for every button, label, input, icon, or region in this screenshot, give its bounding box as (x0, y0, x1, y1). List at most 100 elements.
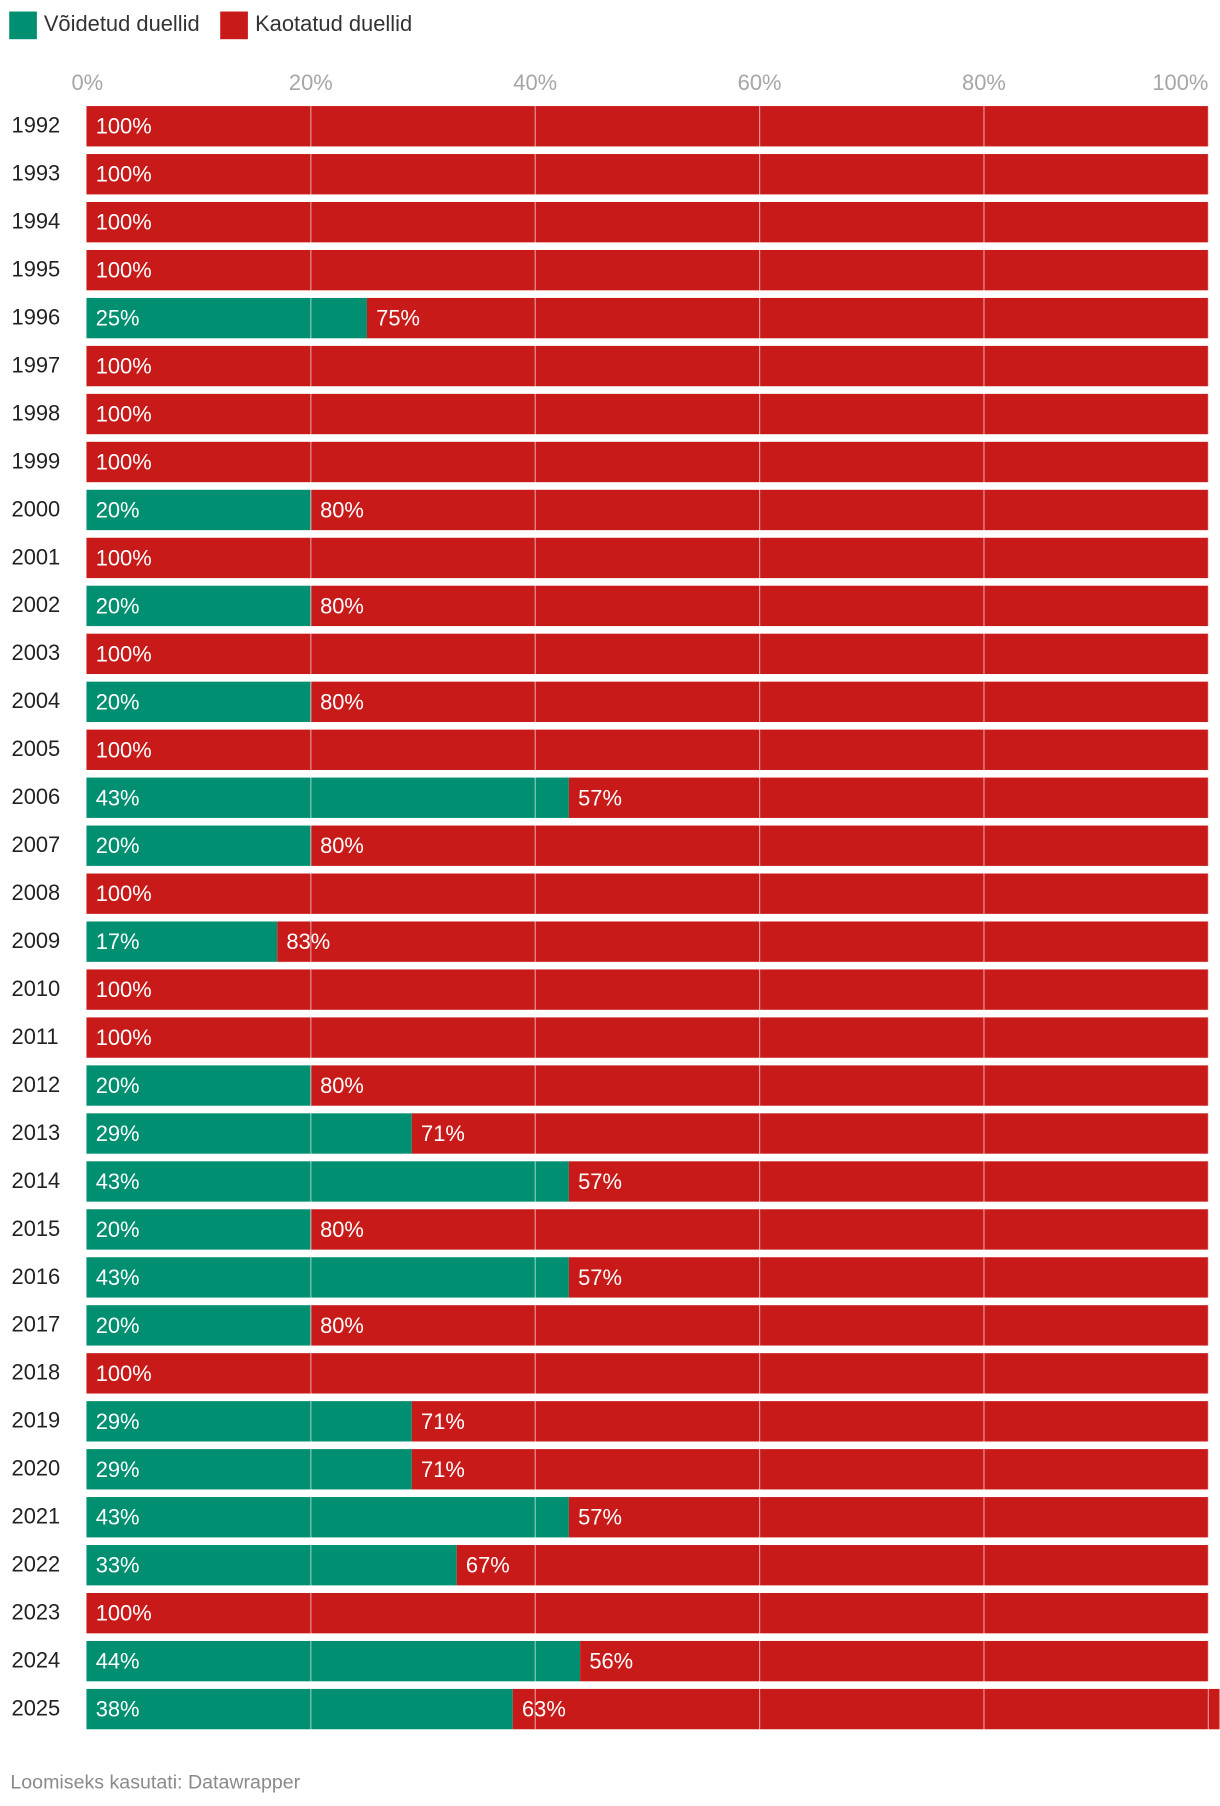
category-label-2019: 2019 (12, 1408, 61, 1433)
bar-lost-2018 (86, 1353, 1209, 1394)
bar-won-2006 (86, 777, 569, 818)
value-label-lost-2008: 100% (96, 881, 152, 906)
bar-won-2017 (86, 1305, 311, 1346)
bar-won-2015 (86, 1209, 311, 1250)
value-label-lost-2007: 80% (320, 833, 364, 858)
bar-won-2025 (86, 1688, 513, 1730)
category-label-2008: 2008 (12, 880, 61, 905)
value-label-won-2009: 17% (96, 929, 140, 954)
value-label-lost-2005: 100% (96, 737, 152, 762)
bars (86, 106, 1220, 1730)
gridlines (310, 106, 1209, 1730)
category-label-2025: 2025 (12, 1695, 61, 1720)
value-label-lost-1996: 75% (376, 306, 420, 331)
category-label-2024: 2024 (12, 1647, 61, 1672)
bar-lost-2005 (86, 729, 1209, 770)
category-label-2018: 2018 (12, 1360, 61, 1385)
category-label-1997: 1997 (12, 352, 61, 377)
bar-lost-2010 (86, 969, 1209, 1010)
stacked-bar-chart: 1992 1993 1994 1995 1996 1997 1998 1999 2000 2001… (12, 70, 1220, 1730)
bar-lost-2016 (568, 1257, 1209, 1298)
category-label-2022: 2022 (12, 1552, 61, 1577)
x-tick-label-2: 40% (513, 70, 557, 95)
value-label-won-2004: 20% (96, 689, 140, 714)
bar-lost-1998 (86, 393, 1209, 435)
category-label-2002: 2002 (12, 592, 61, 617)
bar-lost-2025 (512, 1688, 1220, 1730)
value-label-lost-2000: 80% (320, 497, 364, 522)
bar-lost-2023 (86, 1592, 1209, 1634)
value-label-lost-2011: 100% (96, 1025, 152, 1050)
bar-won-2021 (86, 1497, 569, 1538)
value-label-lost-2015: 80% (320, 1217, 364, 1242)
bar-lost-1997 (86, 345, 1209, 387)
value-label-lost-2017: 80% (320, 1313, 364, 1338)
legend-label-lost: Kaotatud duellid (255, 12, 413, 37)
bar-won-1996 (86, 297, 367, 339)
value-label-lost-2012: 80% (320, 1073, 364, 1098)
bar-won-2016 (86, 1257, 569, 1298)
bar-won-2009 (86, 921, 278, 962)
x-tick-label-1: 20% (289, 70, 333, 95)
category-label-2015: 2015 (12, 1216, 61, 1241)
category-label-2017: 2017 (12, 1312, 61, 1337)
value-label-lost-2004: 80% (320, 689, 364, 714)
value-label-lost-2020: 71% (421, 1457, 465, 1482)
category-label-2023: 2023 (12, 1600, 61, 1625)
value-label-won-2021: 43% (96, 1505, 140, 1530)
legend-swatch-lost (220, 11, 249, 40)
category-label-2010: 2010 (12, 976, 61, 1001)
value-label-won-2017: 20% (96, 1313, 140, 1338)
value-label-lost-2025: 63% (522, 1697, 566, 1722)
legend-swatch-won (9, 11, 37, 40)
legend: Võidetud duellid Kaotatud duellid (9, 11, 413, 40)
value-label-won-2019: 29% (96, 1409, 140, 1434)
value-label-won-2007: 20% (96, 833, 140, 858)
x-tick-label-5: 100% (1152, 70, 1208, 95)
x-tick-label-4: 80% (962, 70, 1006, 95)
bar-lost-2019 (411, 1401, 1209, 1442)
category-label-1998: 1998 (12, 400, 61, 425)
value-label-lost-1997: 100% (96, 354, 152, 379)
value-label-lost-2024: 56% (589, 1649, 633, 1674)
value-label-won-2002: 20% (96, 593, 140, 618)
category-label-1993: 1993 (12, 161, 61, 186)
bar-lost-2001 (86, 537, 1209, 579)
bar-lost-1992 (86, 106, 1209, 147)
category-label-1994: 1994 (12, 209, 61, 234)
value-label-lost-2014: 57% (578, 1169, 622, 1194)
category-label-1995: 1995 (12, 256, 61, 281)
category-label-2009: 2009 (12, 928, 61, 953)
value-label-lost-1993: 100% (96, 162, 152, 187)
bar-won-2014 (86, 1161, 569, 1202)
bar-lost-1999 (86, 441, 1209, 483)
value-label-won-2012: 20% (96, 1073, 140, 1098)
category-label-2001: 2001 (12, 544, 61, 569)
value-label-lost-2016: 57% (578, 1265, 622, 1290)
bar-lost-2021 (568, 1497, 1209, 1538)
category-label-2012: 2012 (12, 1072, 61, 1097)
category-label-2011: 2011 (12, 1024, 59, 1049)
bar-won-2000 (86, 489, 311, 531)
value-label-won-2020: 29% (96, 1457, 140, 1482)
bar-lost-2022 (456, 1545, 1209, 1586)
category-label-2014: 2014 (12, 1168, 61, 1193)
value-label-lost-2006: 57% (578, 785, 622, 810)
bar-won-2012 (86, 1065, 311, 1106)
value-label-won-2016: 43% (96, 1265, 140, 1290)
bar-lost-2003 (86, 633, 1209, 675)
category-label-2004: 2004 (12, 688, 61, 713)
bar-won-2020 (86, 1449, 412, 1490)
bar-lost-2013 (411, 1113, 1209, 1154)
value-label-lost-2002: 80% (320, 593, 364, 618)
value-label-won-2013: 29% (96, 1121, 140, 1146)
category-label-2020: 2020 (12, 1456, 61, 1481)
legend-label-won: Võidetud duellid (43, 12, 200, 37)
value-label-lost-1992: 100% (96, 114, 152, 139)
value-label-won-2024: 44% (96, 1649, 140, 1674)
value-label-lost-2019: 71% (421, 1409, 465, 1434)
footer-credit: Loomiseks kasutati: Datawrapper (10, 1771, 301, 1793)
legend-item-lost: Kaotatud duellid (220, 11, 413, 40)
category-label-1992: 1992 (12, 113, 61, 138)
x-tick-label-0: 0% (71, 70, 103, 95)
